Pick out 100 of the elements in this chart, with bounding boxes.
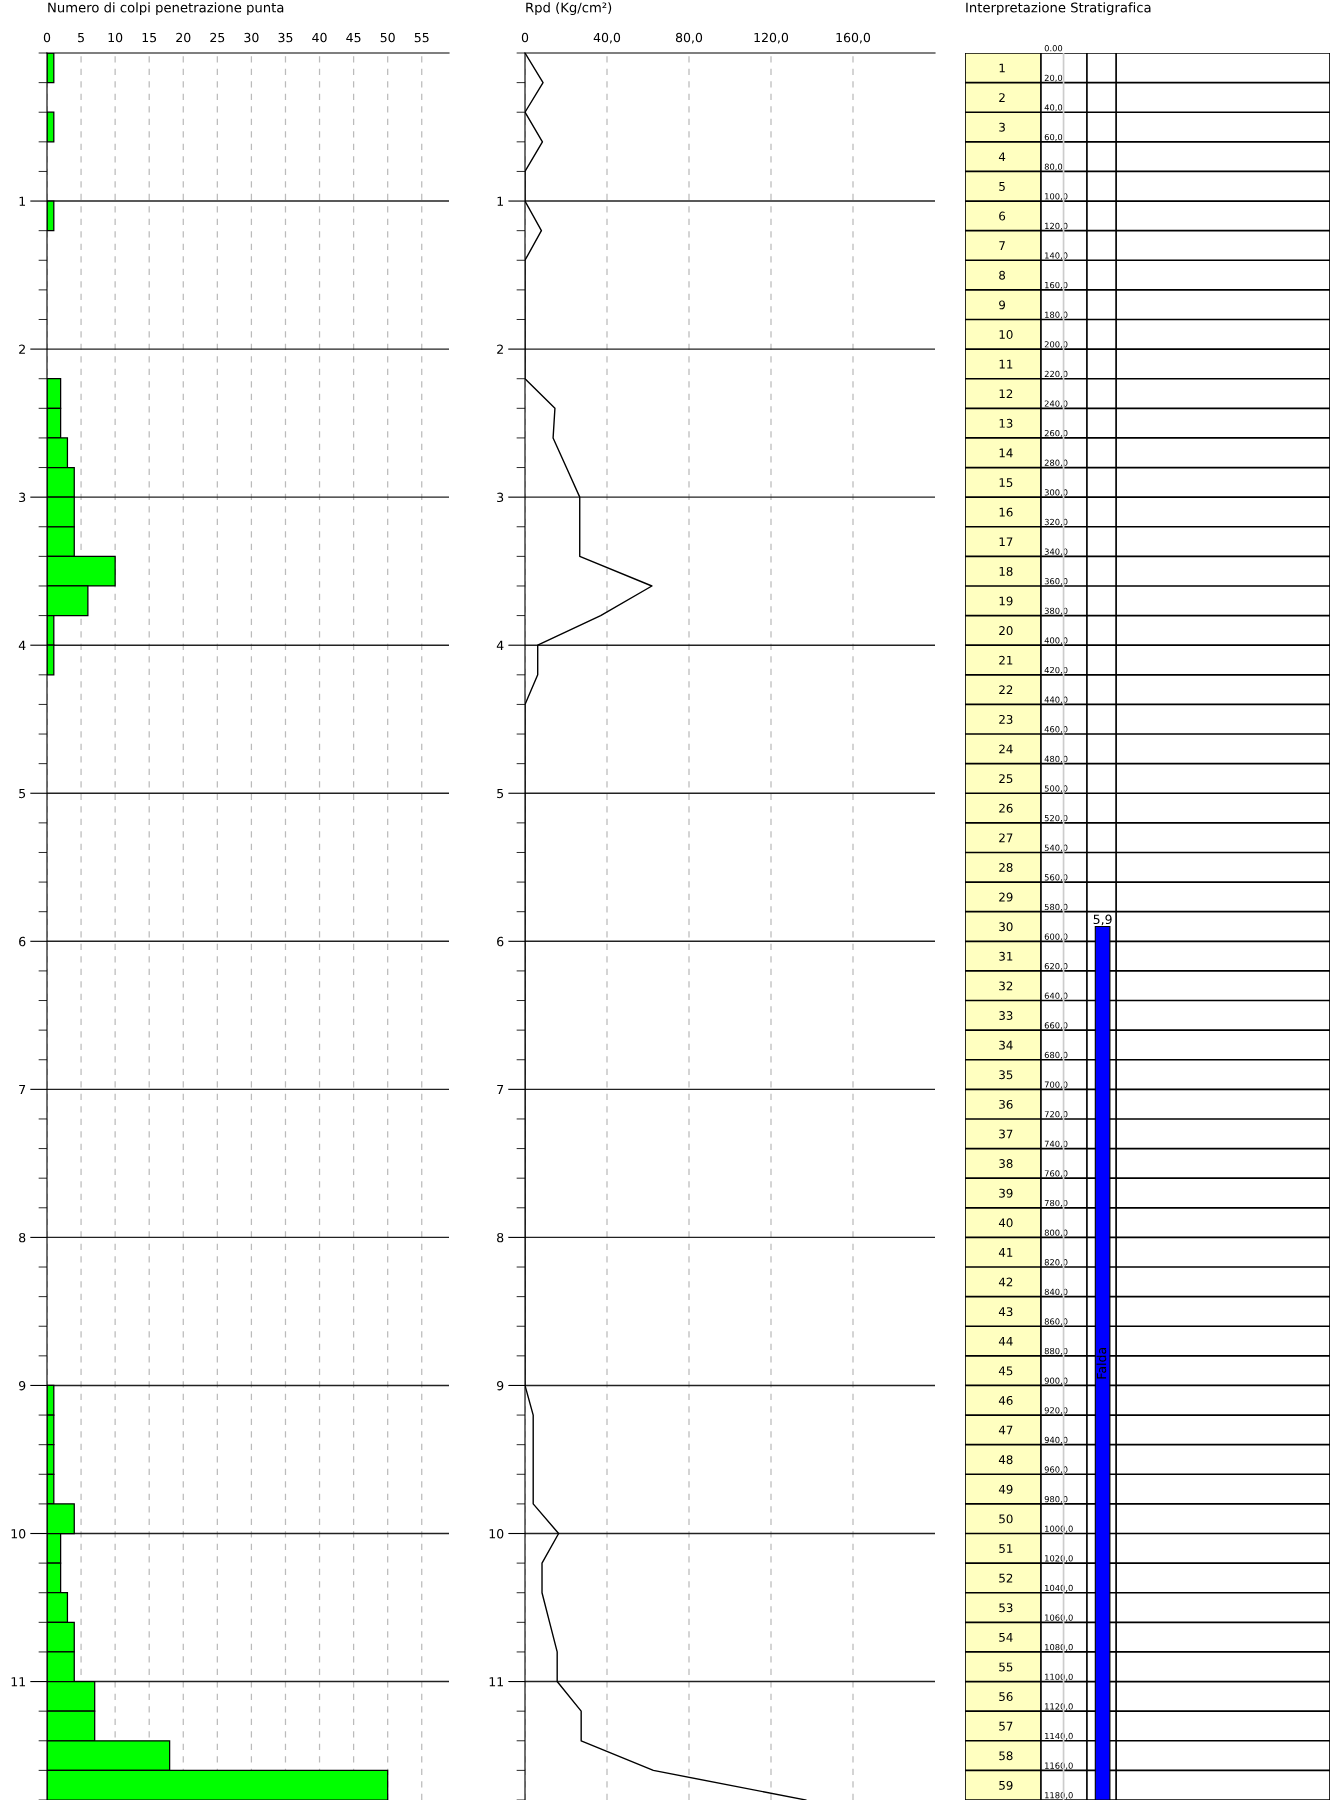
y2-tick-label: 8: [999, 270, 1006, 280]
y2-tick-label: 26: [999, 803, 1013, 813]
x-tick-label: 30: [244, 32, 259, 43]
y2-tick-label: 33: [999, 1011, 1013, 1020]
y-tick-label: 4: [496, 640, 504, 650]
y-tick-label: 1080,0: [1045, 1644, 1073, 1652]
y2-tick-label: 34: [999, 1040, 1013, 1050]
y-tick-label: 6: [497, 936, 504, 947]
y2-tick-label: 25: [999, 774, 1013, 784]
y2-tick-label: 38: [999, 1159, 1013, 1169]
y2-tick-label: 47: [998, 1425, 1013, 1435]
x-tick-label: 120,0: [754, 32, 789, 44]
y-tick-label: 3: [497, 492, 504, 503]
y-tick-label: 7: [19, 1084, 26, 1095]
annotation: Falda: [1096, 1348, 1107, 1379]
y-tick-label: 20,0: [1044, 74, 1063, 82]
y-tick-label: 10: [489, 1528, 504, 1539]
x-tick-label: 40: [312, 32, 327, 43]
x-tick-label: 0: [43, 32, 51, 43]
y-tick-label: 8: [497, 1232, 504, 1243]
y2-tick-label: 48: [998, 1455, 1013, 1465]
y2-tick-label: 3: [999, 122, 1005, 132]
y2-tick-label: 50: [999, 1514, 1013, 1524]
x-tick-label: 25: [210, 32, 225, 43]
y2-tick-label: 28: [999, 863, 1013, 872]
y-tick-label: 11: [489, 1677, 504, 1687]
y2-tick-label: 27: [999, 833, 1013, 843]
y-tick-label: 80,0: [1044, 163, 1063, 171]
y2-tick-label: 9: [999, 300, 1006, 310]
y-tick-label: 60,0: [1044, 133, 1063, 142]
y-tick-label: 9: [19, 1380, 26, 1391]
y2-tick-label: 54: [999, 1633, 1013, 1642]
x-tick-label: 0: [521, 32, 529, 43]
y-tick-label: 6: [19, 936, 26, 947]
x-tick-label: 160,0: [836, 32, 871, 44]
x-tick-label: 5: [78, 32, 84, 43]
y2-tick-label: 15: [999, 478, 1013, 487]
x-tick-label: 10: [108, 32, 123, 43]
y-tick-label: 8: [19, 1232, 26, 1243]
x-tick-label: 20: [176, 32, 191, 43]
y2-tick-label: 30: [999, 922, 1013, 932]
y2-tick-label: 31: [999, 951, 1013, 961]
y-tick-label: 2: [497, 344, 503, 354]
y2-tick-label: 20: [999, 626, 1013, 636]
y-tick-label: 3: [19, 492, 26, 503]
y2-tick-label: 41: [998, 1248, 1013, 1257]
y-tick-label: 11: [11, 1677, 26, 1687]
y-tick-label: 40,0: [1044, 104, 1063, 112]
chart-title: Rpd (Kg/cm²): [526, 2, 612, 15]
x-tick-label: 35: [278, 32, 293, 43]
y-tick-label: 5: [497, 788, 504, 799]
y2-tick-label: 45: [998, 1366, 1013, 1376]
x-tick-label: 80,0: [675, 32, 703, 44]
y2-tick-label: 14: [999, 448, 1013, 458]
y2-tick-label: 7: [999, 241, 1005, 250]
y-tick-label: 1: [497, 196, 504, 206]
y2-tick-label: 24: [999, 744, 1013, 754]
x-tick-label: 45: [346, 32, 361, 43]
y2-tick-label: 16: [999, 507, 1013, 517]
y2-tick-label: 35: [999, 1070, 1013, 1080]
y2-tick-label: 11: [999, 359, 1013, 369]
y2-tick-label: 5: [999, 182, 1005, 191]
y2-tick-label: 40: [998, 1218, 1013, 1228]
y-tick-label: 1140,0: [1045, 1732, 1073, 1741]
y2-tick-label: 46: [998, 1395, 1013, 1405]
y2-tick-label: 39: [999, 1188, 1013, 1198]
y-tick-label: 1000,0: [1045, 1525, 1073, 1533]
x-tick-label: 50: [380, 32, 395, 43]
y-tick-label: 1020,0: [1045, 1555, 1073, 1563]
y2-tick-label: 19: [999, 596, 1013, 606]
y2-tick-label: 56: [999, 1692, 1013, 1702]
y2-tick-label: 43: [998, 1307, 1013, 1317]
chart-title: Interpretazione Stratigrafica: [966, 2, 1151, 15]
y-tick-label: 0.00: [1044, 45, 1063, 52]
y-tick-label: 1060,0: [1045, 1614, 1073, 1622]
y2-tick-label: 12: [999, 389, 1013, 398]
y2-tick-label: 58: [999, 1751, 1013, 1761]
y2-tick-label: 55: [999, 1662, 1013, 1672]
y-tick-label: 780,0: [1044, 1199, 1068, 1208]
y2-tick-label: 4: [998, 152, 1006, 162]
y2-tick-label: 21: [999, 655, 1013, 665]
y2-tick-label: 18: [999, 566, 1013, 576]
y2-tick-label: 6: [999, 211, 1006, 221]
x-tick-label: 40,0: [593, 32, 621, 44]
y2-tick-label: 37: [999, 1129, 1013, 1139]
y-tick-label: 1100,0: [1045, 1673, 1073, 1681]
y2-tick-label: 22: [999, 685, 1013, 695]
x-tick-label: 15: [142, 32, 157, 43]
y2-tick-label: 59: [999, 1780, 1013, 1790]
y-tick-label: 1: [19, 196, 26, 206]
y2-tick-label: 36: [999, 1099, 1013, 1109]
y-tick-label: 1180,0: [1045, 1792, 1073, 1800]
y2-tick-label: 1: [999, 63, 1005, 73]
y-tick-label: 1040,0: [1045, 1584, 1073, 1592]
y2-tick-label: 44: [998, 1336, 1013, 1346]
y2-tick-label: 2: [999, 93, 1005, 102]
y-tick-label: 7: [497, 1084, 504, 1095]
y-tick-label: 4: [18, 640, 26, 650]
y-tick-label: 320,0: [1044, 518, 1068, 526]
chart-title: Numero di colpi penetrazione punta: [48, 2, 284, 15]
